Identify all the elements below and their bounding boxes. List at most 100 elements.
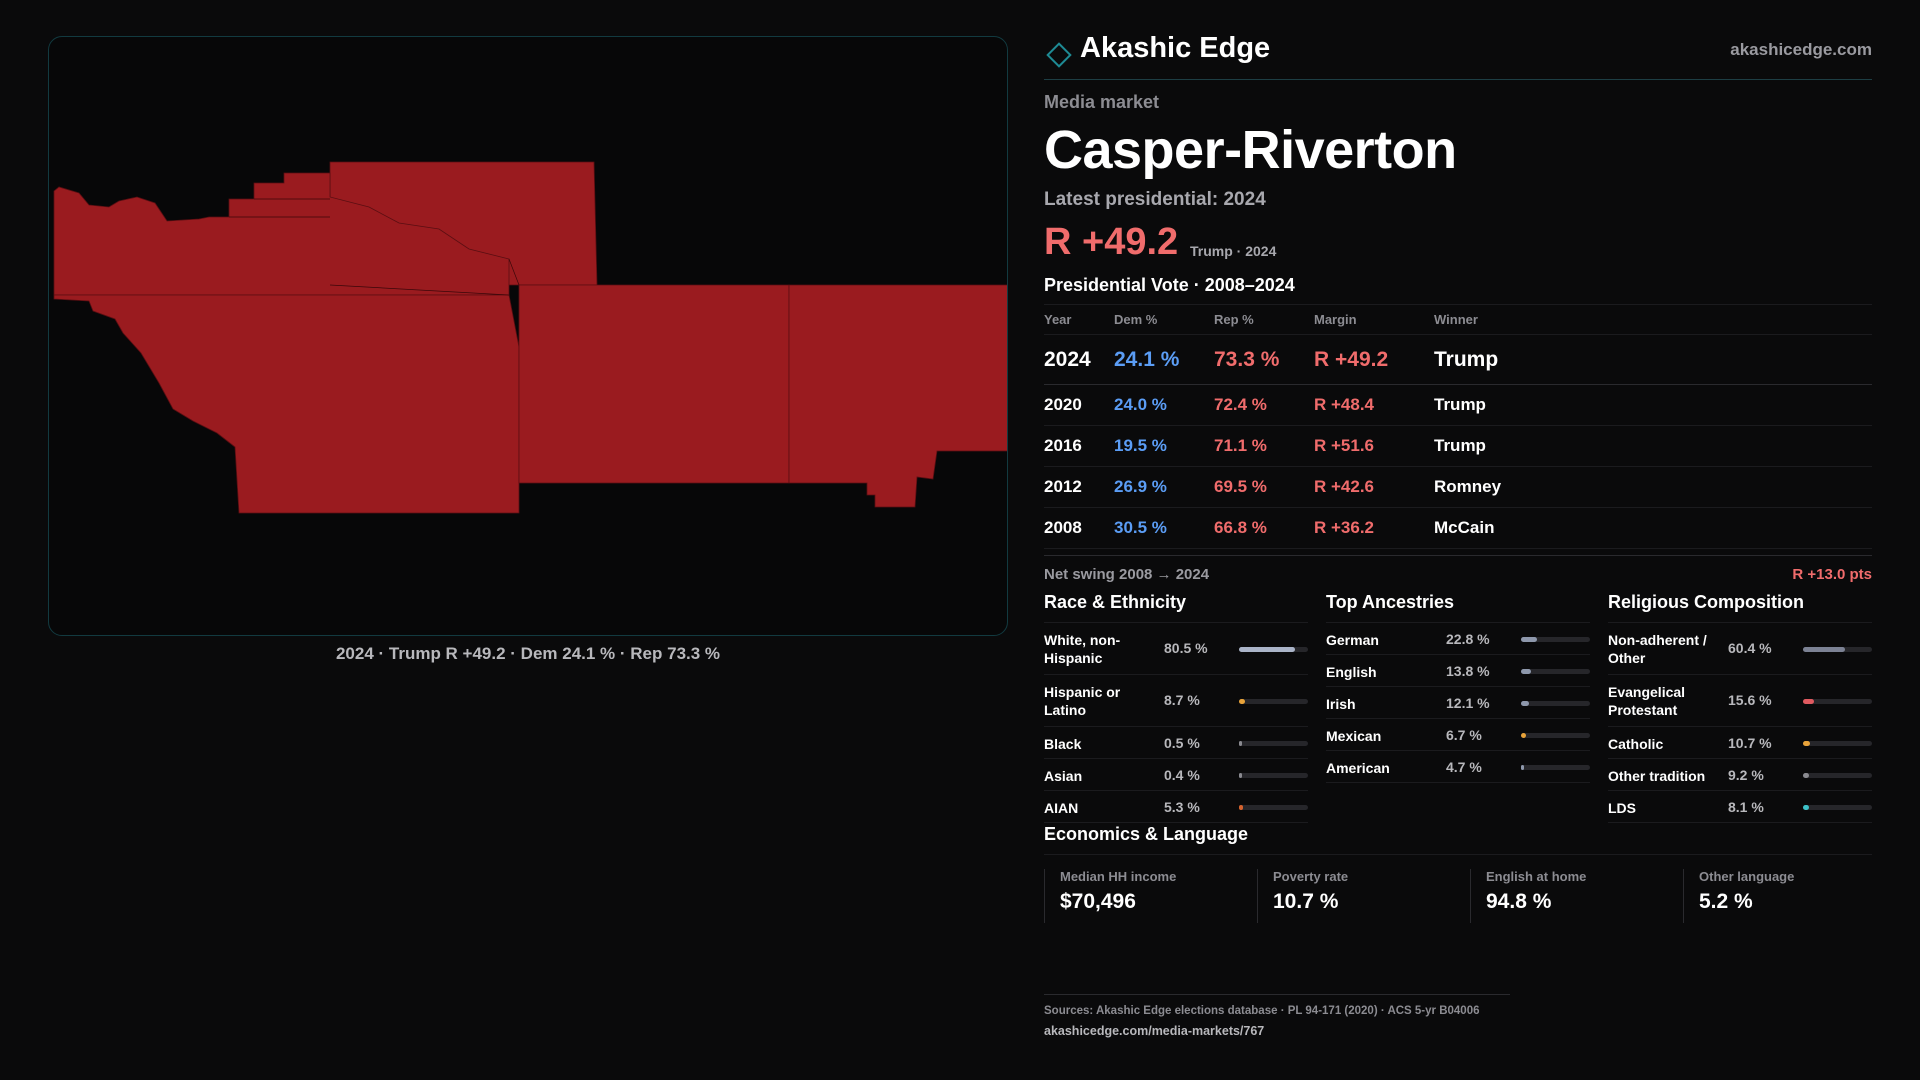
bar-track [1521, 701, 1590, 706]
list-item: Irish 12.1 % [1326, 687, 1590, 719]
row-label: English [1326, 664, 1377, 680]
margin-subtitle: Trump · 2024 [1190, 243, 1277, 259]
bar-track [1521, 733, 1590, 738]
bar-track [1803, 805, 1872, 810]
bar-fill [1239, 699, 1245, 704]
ancestries-panel: Top Ancestries German 22.8 % English 13.8 %… [1326, 589, 1590, 783]
brand-name[interactable]: Akashic Edge [1080, 32, 1271, 64]
bar-fill [1521, 765, 1525, 770]
economics-title: Economics & Language [1044, 821, 1872, 855]
bar-track [1239, 741, 1308, 746]
row-value: 12.1 % [1446, 695, 1490, 711]
map-panel[interactable] [48, 36, 1008, 636]
winner-cell: McCain [1434, 507, 1872, 549]
row-value: 4.7 % [1446, 759, 1482, 775]
table-row: 2024 24.1 % 73.3 % R +49.2 Trump [1044, 334, 1872, 385]
bar-fill [1803, 773, 1810, 778]
bar-fill [1803, 741, 1811, 746]
bar-fill [1803, 647, 1845, 652]
year-cell: 2020 [1044, 384, 1114, 426]
list-item: Hispanic or Latino 8.7 % [1044, 675, 1308, 727]
margin-cell: R +42.6 [1314, 466, 1434, 508]
row-label: German [1326, 632, 1379, 648]
row-value: 22.8 % [1446, 631, 1490, 647]
row-label: White, non-Hispanic [1044, 632, 1121, 666]
net-swing-value: R +13.0 pts [1792, 566, 1872, 583]
bar-track [1803, 741, 1872, 746]
column-header-margin: Margin [1314, 304, 1434, 335]
econ-value: 10.7 % [1273, 890, 1339, 913]
list-item: Non-adherent / Other 60.4 % [1608, 623, 1872, 675]
row-value: 13.8 % [1446, 663, 1490, 679]
bar-track [1239, 699, 1308, 704]
bar-fill [1521, 733, 1526, 738]
county-central [518, 284, 790, 484]
row-label: Irish [1326, 696, 1356, 712]
bar-fill [1239, 773, 1242, 778]
rep-cell: 71.1 % [1214, 425, 1314, 467]
race-ethnicity-title: Race & Ethnicity [1044, 589, 1308, 623]
bar-track [1239, 805, 1308, 810]
religion-panel: Religious Composition Non-adherent / Oth… [1608, 589, 1872, 823]
market-map[interactable] [49, 37, 1008, 636]
permalink[interactable]: akashicedge.com/media-markets/767 [1044, 1024, 1265, 1038]
econ-label: Other language [1699, 869, 1795, 884]
margin-cell: R +48.4 [1314, 384, 1434, 426]
list-item: LDS 8.1 % [1608, 791, 1872, 823]
column-header-rep: Rep % [1214, 304, 1314, 335]
diamond-logo-icon [1046, 42, 1072, 68]
bar-track [1239, 773, 1308, 778]
econ-value: 5.2 % [1699, 890, 1753, 913]
margin-value: R +49.2 [1044, 221, 1179, 263]
row-label: Other tradition [1608, 768, 1706, 784]
list-item: Mexican 6.7 % [1326, 719, 1590, 751]
dem-cell: 26.9 % [1114, 466, 1214, 508]
econ-value: $70,496 [1060, 890, 1136, 913]
row-label: Evangelical Protestant [1608, 684, 1686, 718]
bar-track [1803, 647, 1872, 652]
rep-cell: 69.5 % [1214, 466, 1314, 508]
row-label: Black [1044, 736, 1082, 752]
econ-value: 94.8 % [1486, 890, 1552, 913]
winner-cell: Trump [1434, 425, 1872, 467]
bar-fill [1239, 741, 1242, 746]
dem-cell: 24.0 % [1114, 384, 1214, 426]
bar-track [1239, 647, 1308, 652]
year-cell: 2012 [1044, 466, 1114, 508]
net-swing-label: Net swing 2008 → 2024 [1044, 566, 1210, 583]
bar-fill [1803, 699, 1814, 704]
rep-cell: 66.8 % [1214, 507, 1314, 549]
sources-note: Sources: Akashic Edge elections database… [1044, 1005, 1480, 1017]
row-label: LDS [1608, 800, 1636, 816]
dem-cell: 19.5 % [1114, 425, 1214, 467]
race-ethnicity-panel: Race & Ethnicity White, non-Hispanic 80.5… [1044, 589, 1308, 823]
list-item: Black 0.5 % [1044, 727, 1308, 759]
row-value: 60.4 % [1728, 640, 1772, 656]
bar-track [1521, 669, 1590, 674]
economics-panel: Median HH income $70,496 Poverty rate 10… [1044, 855, 1872, 941]
year-cell: 2008 [1044, 507, 1114, 549]
bar-fill [1521, 637, 1537, 642]
footer: Sources: Akashic Edge elections database… [1044, 994, 1510, 1038]
row-value: 80.5 % [1164, 640, 1208, 656]
presidential-vote-title: Presidential Vote · 2008–2024 [1044, 275, 1295, 295]
econ-cell-poverty: Poverty rate 10.7 % [1257, 869, 1457, 923]
bar-fill [1521, 701, 1530, 706]
econ-cell-other-language: Other language 5.2 % [1683, 869, 1883, 923]
market-kicker: Media market [1044, 92, 1160, 112]
table-row: 2008 30.5 % 66.8 % R +36.2 McCain [1044, 507, 1872, 549]
row-label: Catholic [1608, 736, 1664, 752]
demographics: Race & Ethnicity White, non-Hispanic 80.5… [1044, 589, 1872, 823]
bar-track [1521, 637, 1590, 642]
table-header-row: Year Dem % Rep % Margin Winner [1044, 304, 1872, 335]
winner-cell: Trump [1434, 334, 1872, 385]
county-southwest [53, 294, 520, 514]
margin-cell: R +36.2 [1314, 507, 1434, 549]
net-swing: Net swing 2008 → 2024 R +13.0 pts [1044, 555, 1872, 589]
list-item: Asian 0.4 % [1044, 759, 1308, 791]
row-value: 15.6 % [1728, 692, 1772, 708]
table-row: 2020 24.0 % 72.4 % R +48.4 Trump [1044, 384, 1872, 426]
presidential-vote-table: Year Dem % Rep % Margin Winner 2024 24.1… [1044, 304, 1872, 549]
brand-url-link[interactable]: akashicedge.com [1730, 40, 1872, 59]
econ-label: Poverty rate [1273, 869, 1349, 884]
